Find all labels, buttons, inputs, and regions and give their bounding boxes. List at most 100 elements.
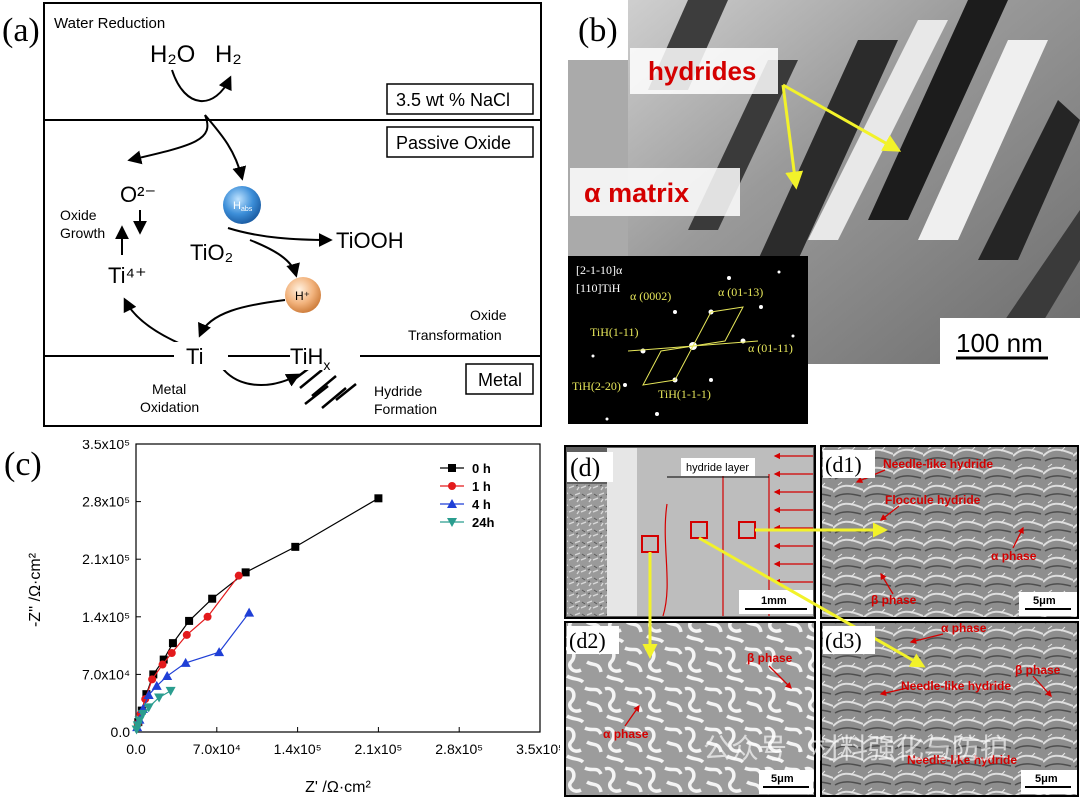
x-tick-label: 0.0 bbox=[126, 741, 146, 757]
zone-axis-2: [110]TiH bbox=[576, 281, 621, 295]
hydride-front-1 bbox=[662, 503, 668, 617]
x-tick-label: 7.0x10⁴ bbox=[193, 741, 241, 757]
data-point bbox=[214, 647, 225, 657]
metal-oxidation-label-2: Oxidation bbox=[140, 399, 199, 415]
h2o-label: H₂O bbox=[150, 41, 195, 68]
data-point bbox=[182, 630, 191, 639]
panel-label-d: (d) bbox=[570, 453, 600, 482]
oxide-growth-label-2: Growth bbox=[60, 225, 105, 241]
data-point bbox=[241, 568, 250, 577]
d3-needle-label-2: Needle-like hydride bbox=[907, 753, 1017, 767]
y-tick-label: 3.5x10⁵ bbox=[82, 440, 130, 452]
zone-axis-1: [2-1-10]α bbox=[576, 263, 623, 277]
h-absorption-arrow bbox=[204, 114, 247, 181]
d2-scale-label: 5μm bbox=[771, 773, 794, 785]
panel-c-chart: 0.0 7.0x10⁴ 1.4x10⁵ 2.1x10⁵ 2.8x10⁵ 3.5x10⁵ 0… bbox=[27, 440, 560, 796]
ti-label: Ti bbox=[186, 344, 204, 369]
legend-label: 0 h bbox=[472, 461, 491, 476]
hydride-needles bbox=[295, 365, 357, 409]
legend-label: 24h bbox=[472, 515, 494, 530]
legend-marker bbox=[447, 499, 457, 508]
d1-alpha-label: α phase bbox=[991, 549, 1037, 563]
data-point bbox=[374, 494, 383, 503]
scale-bar-bg bbox=[940, 318, 1080, 364]
data-point bbox=[208, 594, 217, 603]
alpha-matrix-label-bg bbox=[570, 168, 740, 216]
legend-label: 1 h bbox=[472, 479, 491, 494]
saed-label-3: TiH(1-11) bbox=[590, 325, 638, 339]
tihx-label-bg bbox=[290, 342, 360, 370]
hydride-layer-label: hydride layer bbox=[686, 462, 749, 474]
x-axis-label: Z' /Ω·cm² bbox=[305, 779, 371, 796]
alpha-matrix-label: α matrix bbox=[584, 178, 689, 208]
hydrides-label: hydrides bbox=[648, 56, 756, 86]
data-point bbox=[180, 657, 191, 667]
data-point bbox=[134, 716, 145, 726]
panel-label-b: (b) bbox=[578, 12, 618, 49]
d2-beta-label: β phase bbox=[747, 651, 793, 665]
habs-label: Habs bbox=[233, 200, 253, 213]
panel-label-d2: (d2) bbox=[569, 628, 606, 653]
legend-marker bbox=[447, 518, 457, 527]
d1-needle-label: Needle-like hydride bbox=[883, 457, 993, 471]
passive-oxide-label: Passive Oxide bbox=[396, 133, 511, 153]
ti-to-ti4-arrow bbox=[123, 297, 184, 346]
passive-oxide-box bbox=[386, 126, 534, 158]
data-point bbox=[148, 675, 157, 684]
x-tick-label: 2.8x10⁵ bbox=[435, 741, 483, 757]
plot-frame bbox=[135, 443, 541, 733]
o2-arrow bbox=[127, 114, 209, 165]
data-point bbox=[234, 571, 243, 580]
series-line-1 bbox=[137, 575, 240, 724]
watermark: 公众号 · 材料强化与防护 bbox=[703, 733, 1008, 764]
ti-to-hydride-arrow bbox=[217, 361, 301, 387]
label-d2-bg bbox=[567, 626, 619, 654]
hplus-ball bbox=[285, 277, 321, 313]
panel-label-a: (a) bbox=[2, 12, 40, 49]
saed-label-6: TiH(1-1-1) bbox=[658, 387, 711, 401]
label-d3-bg bbox=[823, 626, 875, 654]
chart-legend: 0 h 1 h 4 h 24h bbox=[440, 461, 494, 530]
saed-label-5: TiH(2-20) bbox=[572, 379, 621, 393]
y-tick-label: 7.0x10⁴ bbox=[82, 666, 130, 682]
saed-label-1: α (0002) bbox=[630, 289, 671, 303]
d1-scale-label: 5μm bbox=[1033, 595, 1056, 607]
data-point bbox=[185, 616, 194, 625]
tiooh-label: TiOOH bbox=[336, 228, 404, 253]
legend-marker bbox=[448, 482, 456, 490]
data-point bbox=[291, 542, 300, 551]
panel-label-d3: (d3) bbox=[825, 628, 862, 653]
ti-label-bg bbox=[174, 342, 228, 370]
x-tick-label: 2.1x10⁵ bbox=[354, 741, 402, 757]
surface-arrows bbox=[773, 452, 813, 586]
h2-label: H₂ bbox=[215, 41, 242, 68]
panel-label-c: (c) bbox=[4, 446, 42, 483]
tio2-label: TiO₂ bbox=[190, 240, 233, 265]
water-reduction-label: Water Reduction bbox=[54, 15, 165, 32]
oxide-growth-label-1: Oxide bbox=[60, 207, 97, 223]
hydrides-label-bg bbox=[630, 48, 778, 94]
hplus-arrow bbox=[249, 239, 300, 278]
ti4-label: Ti⁴⁺ bbox=[108, 263, 147, 288]
hplus-to-ti-arrow bbox=[198, 299, 286, 338]
nacl-box bbox=[386, 83, 534, 115]
data-point bbox=[154, 693, 165, 703]
d2-alpha-label: α phase bbox=[603, 727, 649, 741]
data-point bbox=[162, 671, 173, 681]
hplus-label: H⁺ bbox=[295, 289, 310, 303]
oxide-transformation-label-1: Oxide bbox=[470, 307, 507, 323]
panel-a-schematic: Water Reduction H₂O H₂ 3.5 wt % NaCl Pas… bbox=[43, 2, 542, 427]
d3-scale-bg bbox=[1021, 770, 1077, 794]
y-tick-label: 2.1x10⁵ bbox=[82, 551, 130, 567]
d2-arrows bbox=[624, 665, 792, 727]
metal-box bbox=[465, 363, 534, 395]
data-point bbox=[159, 655, 168, 664]
x-tick-label: 3.5x10⁵ bbox=[516, 741, 560, 757]
saed-label-4: α (01-11) bbox=[748, 341, 793, 355]
roi-connector-arrows bbox=[642, 522, 926, 668]
y-axis-ticks: 0.0 7.0x10⁴ 1.4x10⁵ 2.1x10⁵ 2.8x10⁵ 3.5x10⁵ bbox=[82, 440, 141, 740]
label-d-bg bbox=[567, 452, 613, 482]
hydride-formation-label-2: Formation bbox=[374, 401, 437, 417]
metal-oxidation-label-1: Metal bbox=[152, 381, 186, 397]
d3-arrows bbox=[879, 633, 1052, 697]
